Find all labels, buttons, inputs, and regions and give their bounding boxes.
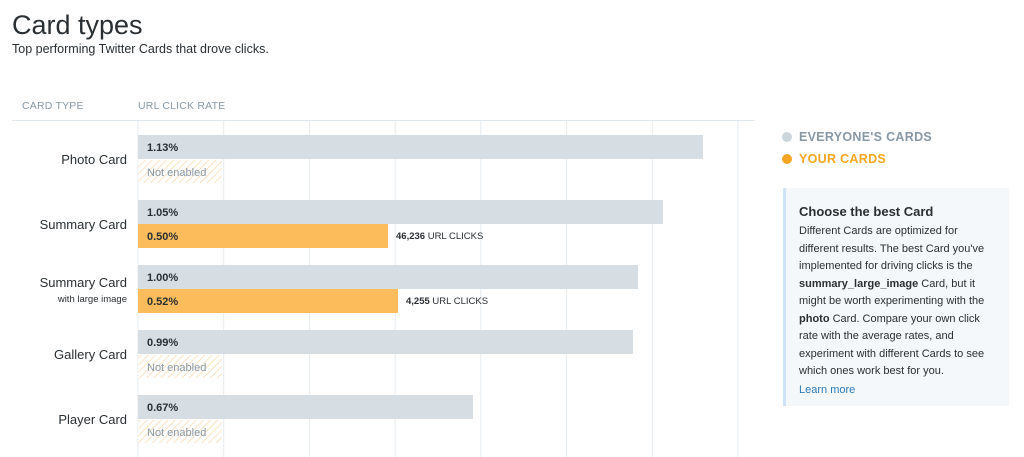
everyone-bar-label: 1.05% [147, 207, 178, 219]
card-click-rate-chart: Photo Card 1.13% Not enabled Summary Card 1.… [40, 121, 739, 457]
column-header-card-type: CARD TYPE [22, 100, 84, 112]
everyone-bar [138, 265, 638, 289]
category-label: Player Card [58, 412, 127, 427]
your-bar-label: 0.50% [147, 231, 178, 243]
learn-more-link[interactable]: Learn more [799, 383, 856, 396]
page-title: Card types [12, 10, 143, 40]
legend-item-yours: YOUR CARDS [782, 148, 932, 170]
not-enabled-label: Not enabled [147, 167, 206, 179]
page-subtitle: Top performing Twitter Cards that drove … [12, 42, 269, 56]
everyone-bar-label: 1.13% [147, 142, 178, 154]
not-enabled-bar [138, 420, 222, 443]
category-sublabel: with large image [57, 294, 127, 305]
category-label: Photo Card [61, 152, 127, 167]
not-enabled-label: Not enabled [147, 362, 206, 374]
info-text-part-1: Different Cards are optimized for differ… [799, 225, 985, 272]
url-clicks-label: 46,236 URL CLICKS [396, 231, 483, 242]
header-divider [12, 120, 755, 121]
info-text-part-3: Card. Compare your own click rate with t… [799, 312, 985, 378]
everyone-bar-label: 1.00% [147, 272, 178, 284]
everyone-bar [138, 330, 633, 354]
category-label: Gallery Card [54, 347, 127, 362]
everyone-bar-label: 0.67% [147, 402, 178, 414]
legend-dot-yours-icon [782, 154, 792, 164]
your-bar [138, 224, 388, 248]
not-enabled-label: Not enabled [147, 427, 206, 439]
info-bold-card-photo: photo [799, 312, 830, 325]
everyone-bar [138, 135, 703, 159]
legend-dot-everyone-icon [782, 132, 792, 142]
best-card-info-box: Choose the best Card Different Cards are… [783, 188, 1009, 406]
url-clicks-label: 4,255 URL CLICKS [406, 296, 488, 307]
not-enabled-bar [138, 355, 222, 378]
info-box-body: Different Cards are optimized for differ… [799, 223, 999, 399]
chart-legend: EVERYONE'S CARDS YOUR CARDS [782, 126, 932, 170]
your-bar-label: 0.52% [147, 296, 178, 308]
legend-label-yours: YOUR CARDS [799, 152, 887, 166]
everyone-bar-label: 0.99% [147, 337, 178, 349]
legend-item-everyone: EVERYONE'S CARDS [782, 126, 932, 148]
info-text-part-2: Card, but it might be worth experimentin… [799, 277, 985, 308]
everyone-bar [138, 395, 473, 419]
legend-label-everyone: EVERYONE'S CARDS [799, 130, 933, 144]
info-bold-card-summary-large-image: summary_large_image [799, 277, 919, 290]
category-label: Summary Card [40, 275, 127, 290]
your-bar [138, 289, 398, 313]
category-label: Summary Card [40, 217, 127, 232]
not-enabled-bar [138, 160, 222, 183]
column-header-url-click-rate: URL CLICK RATE [138, 100, 226, 112]
everyone-bar [138, 200, 663, 224]
info-box-title: Choose the best Card [799, 204, 934, 219]
